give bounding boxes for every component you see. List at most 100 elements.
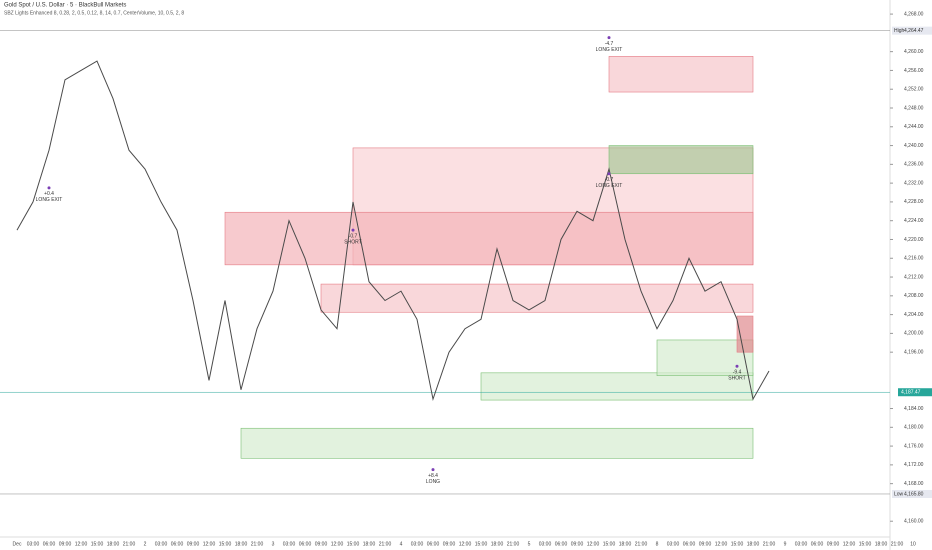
x-tick-label: 03:00: [27, 541, 40, 547]
signal-sub: +0.4: [44, 191, 54, 197]
x-tick-label: 4: [400, 541, 403, 547]
zone: [480, 372, 754, 401]
y-tick-label: 4,204.00: [904, 312, 924, 318]
low-value: 4,165.80: [904, 491, 924, 497]
signal-text: LONG EXIT: [36, 197, 63, 203]
x-tick-label: 06:00: [811, 541, 824, 547]
x-tick-label: 21:00: [763, 541, 776, 547]
y-tick-label: 4,260.00: [904, 49, 924, 55]
chart-title: Gold Spot / U.S. Dollar · 5 · BlackBull …: [4, 3, 126, 9]
low-badge: [892, 489, 932, 498]
signal-sub: -9.4: [733, 370, 742, 376]
y-tick-label: 4,256.00: [904, 68, 924, 74]
x-tick-label: 06:00: [171, 541, 184, 547]
x-tick-label: 10: [910, 541, 916, 547]
x-tick-label: 06:00: [555, 541, 568, 547]
x-tick-label: 12:00: [715, 541, 728, 547]
y-tick-label: 4,240.00: [904, 143, 924, 149]
y-tick-label: 4,200.00: [904, 331, 924, 337]
x-tick-label: 15:00: [859, 541, 872, 547]
x-tick-label: 03:00: [539, 541, 552, 547]
x-tick-label: 18:00: [235, 541, 248, 547]
x-tick-label: 09:00: [443, 541, 456, 547]
y-tick-label: 4,236.00: [904, 162, 924, 168]
x-tick-label: 21:00: [507, 541, 520, 547]
x-tick-label: 06:00: [299, 541, 312, 547]
x-tick-label: 15:00: [603, 541, 616, 547]
y-tick-label: 4,176.00: [904, 443, 924, 449]
last-price-badge: [898, 388, 932, 397]
x-tick-label: 06:00: [427, 541, 440, 547]
signal-point: [47, 186, 51, 190]
y-tick-label: 4,244.00: [904, 124, 924, 130]
y-tick-label: 4,252.00: [904, 87, 924, 93]
high-tag: High: [894, 28, 905, 34]
x-tick-label: 21:00: [379, 541, 392, 547]
x-tick-label: 06:00: [43, 541, 56, 547]
x-tick-label: 06:00: [683, 541, 696, 547]
x-tick-label: 12:00: [459, 541, 472, 547]
signal-sub: +8.4: [428, 473, 438, 479]
x-tick-label: 15:00: [475, 541, 488, 547]
x-tick-label: 15:00: [731, 541, 744, 547]
x-tick-label: 21:00: [251, 541, 264, 547]
y-tick-label: 4,212.00: [904, 274, 924, 280]
low-tag: Low: [894, 491, 904, 497]
y-tick-label: 4,160.00: [904, 519, 924, 525]
high-value: 4,264.47: [904, 28, 924, 34]
x-tick-label: Dec: [13, 541, 22, 547]
price-line: [16, 60, 770, 402]
signal-text: LONG EXIT: [596, 47, 623, 53]
high-badge: [892, 26, 932, 35]
zone: [224, 211, 754, 266]
y-tick-label: 4,172.00: [904, 462, 924, 468]
x-tick-label: 18:00: [491, 541, 504, 547]
x-tick-label: 18:00: [875, 541, 888, 547]
x-tick-label: 21:00: [891, 541, 904, 547]
signal-text: SHORT: [344, 239, 361, 245]
signal-point: [431, 468, 435, 472]
x-tick-label: 15:00: [91, 541, 104, 547]
x-tick-label: 03:00: [411, 541, 424, 547]
x-tick-label: 18:00: [107, 541, 120, 547]
zone: [240, 427, 754, 459]
x-tick-label: 5: [528, 541, 531, 547]
y-tick-label: 4,184.00: [904, 406, 924, 412]
y-tick-label: 4,180.00: [904, 425, 924, 431]
x-tick-label: 03:00: [283, 541, 296, 547]
x-tick-label: 09:00: [571, 541, 584, 547]
y-tick-label: 4,232.00: [904, 180, 924, 186]
x-tick-label: 18:00: [619, 541, 632, 547]
x-tick-label: 8: [656, 541, 659, 547]
x-tick-label: 09:00: [59, 541, 72, 547]
signal-point: [735, 364, 739, 368]
y-tick-label: 4,208.00: [904, 293, 924, 299]
y-tick-label: 4,220.00: [904, 237, 924, 243]
y-tick-label: 4,228.00: [904, 199, 924, 205]
y-tick-label: 4,224.00: [904, 218, 924, 224]
x-tick-label: 03:00: [795, 541, 808, 547]
zone: [736, 315, 754, 353]
x-tick-label: 18:00: [363, 541, 376, 547]
x-tick-label: 09:00: [699, 541, 712, 547]
y-tick-label: 4,196.00: [904, 350, 924, 356]
signal-point: [607, 36, 611, 40]
y-tick-label: 4,168.00: [904, 481, 924, 487]
x-tick-label: 21:00: [123, 541, 136, 547]
x-tick-label: 3: [272, 541, 275, 547]
chart-subtitle: SBZ Lights Enhanced 8, 0.28, 2, 0.5, 0.1…: [4, 10, 184, 16]
signal-sub: -4.7: [605, 41, 614, 47]
zone: [608, 56, 754, 93]
signal-text: LONG: [426, 479, 440, 485]
x-tick-label: 03:00: [667, 541, 680, 547]
x-tick-label: 09:00: [187, 541, 200, 547]
y-tick-label: 4,268.00: [904, 11, 924, 17]
signal-point: [607, 172, 611, 176]
x-tick-label: 9: [784, 541, 787, 547]
x-tick-label: 15:00: [347, 541, 360, 547]
signal-text: LONG EXIT: [596, 183, 623, 189]
y-tick-label: 4,216.00: [904, 256, 924, 262]
zone: [320, 283, 754, 313]
